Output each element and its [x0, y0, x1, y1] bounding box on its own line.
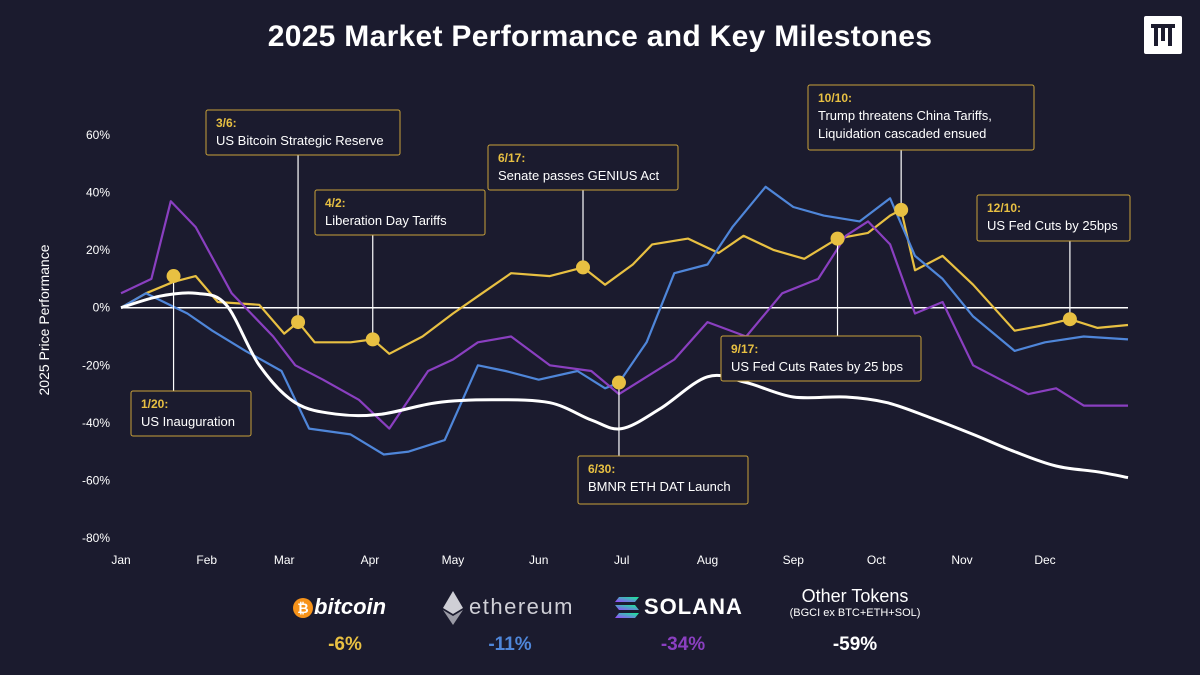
y-tick-label: 60% [86, 128, 110, 142]
x-tick-label: Nov [951, 553, 972, 567]
legend-label-solana: SOLANA [644, 594, 743, 619]
milestone-box [205, 109, 401, 156]
milestone-date: 12/10: [987, 201, 1021, 215]
y-tick-label: 0% [93, 301, 111, 315]
milestone-text: Liberation Day Tariffs [325, 213, 447, 228]
milestone-box [487, 144, 679, 191]
series-line-other-tokens [120, 291, 1129, 480]
milestone-box [976, 194, 1131, 242]
x-tick-label: Sep [783, 553, 805, 567]
x-tick-label: Jun [529, 553, 548, 567]
milestones: 1/20: US Inauguration 3/6: US Bitcoin Strat… [130, 84, 1131, 505]
milestone-text: BMNR ETH DAT Launch [588, 479, 731, 494]
brand-logo-icon [1144, 16, 1182, 54]
x-tick-label: Feb [196, 553, 217, 567]
milestone-marker [166, 269, 181, 284]
milestone-marker [830, 231, 845, 246]
milestone-date: 3/6: [216, 116, 237, 130]
y-tick-label: -60% [82, 473, 110, 487]
line-chart: 60% 40% 20% 0% -20% -40% -60% -80% Jan Feb Mar Apr… [82, 84, 1131, 567]
y-tick-label: 40% [86, 186, 110, 200]
x-axis: Jan Feb Mar Apr May Jun Jul Aug Sep Oct Nov Dec [111, 553, 1055, 567]
x-tick-label: May [442, 553, 465, 567]
milestone-marker [291, 315, 306, 330]
chart-title: 2025 Market Performance and Key Mileston… [267, 20, 933, 53]
milestone-marker [611, 375, 626, 390]
milestone-date: 9/17: [731, 342, 758, 356]
x-tick-label: Oct [867, 553, 886, 567]
x-tick-label: Jul [614, 553, 629, 567]
y-tick-label: -80% [82, 531, 110, 545]
y-tick-label: -40% [82, 416, 110, 430]
milestone-date: 4/2: [325, 196, 346, 210]
milestone-box [807, 84, 1035, 151]
x-tick-label: Dec [1034, 553, 1055, 567]
milestone-marker [1062, 312, 1077, 327]
y-axis: 60% 40% 20% 0% -20% -40% -60% -80% [82, 128, 110, 545]
svg-text:₿: ₿ [297, 600, 308, 616]
legend-pct-bitcoin: -6% [328, 634, 362, 655]
x-tick-label: Apr [361, 553, 380, 567]
milestone-text: US Fed Cuts Rates by 25 bps [731, 359, 903, 374]
solana-logo-icon [615, 597, 639, 618]
milestone-date: 1/20: [141, 397, 168, 411]
milestone-marker [365, 332, 380, 347]
legend-label-bitcoin: bitcoin [314, 594, 387, 619]
y-tick-label: -20% [82, 358, 110, 372]
milestone-text: Trump threatens China Tariffs, [818, 108, 992, 123]
milestone-box [314, 189, 486, 236]
legend-pct-solana: -34% [660, 634, 706, 655]
legend-pct-ethereum: -11% [488, 634, 532, 655]
series-line-solana [120, 200, 1128, 430]
x-tick-label: Aug [697, 553, 718, 567]
milestone-date: 6/30: [588, 462, 615, 476]
x-tick-label: Mar [274, 553, 295, 567]
milestone-box [577, 455, 749, 505]
milestone-box [130, 390, 252, 437]
milestone-text: Senate passes GENIUS Act [498, 168, 660, 183]
series-line-bitcoin [120, 208, 1129, 355]
ethereum-logo-icon [443, 591, 463, 625]
milestone-text-line2: Liquidation cascaded ensued [818, 126, 986, 141]
milestone-date: 6/17: [498, 151, 525, 165]
x-tick-label: Jan [111, 553, 130, 567]
legend-sub-other-tokens: (BGCI ex BTC+ETH+SOL) [789, 607, 921, 619]
legend-label-other-tokens: Other Tokens [801, 586, 909, 606]
legend-label-ethereum: ethereum [469, 594, 574, 619]
y-tick-label: 20% [86, 243, 110, 257]
milestone-marker [576, 260, 591, 275]
milestone-box [720, 335, 922, 382]
milestone-text: US Fed Cuts by 25bps [987, 218, 1118, 233]
milestone-date: 10/10: [818, 91, 852, 105]
bitcoin-logo-icon: ₿ [293, 598, 313, 618]
milestone-text: US Inauguration [141, 414, 235, 429]
legend-pct-other-tokens: -59% [832, 634, 878, 655]
milestone-text: US Bitcoin Strategic Reserve [216, 133, 384, 148]
milestone-marker [894, 202, 909, 217]
